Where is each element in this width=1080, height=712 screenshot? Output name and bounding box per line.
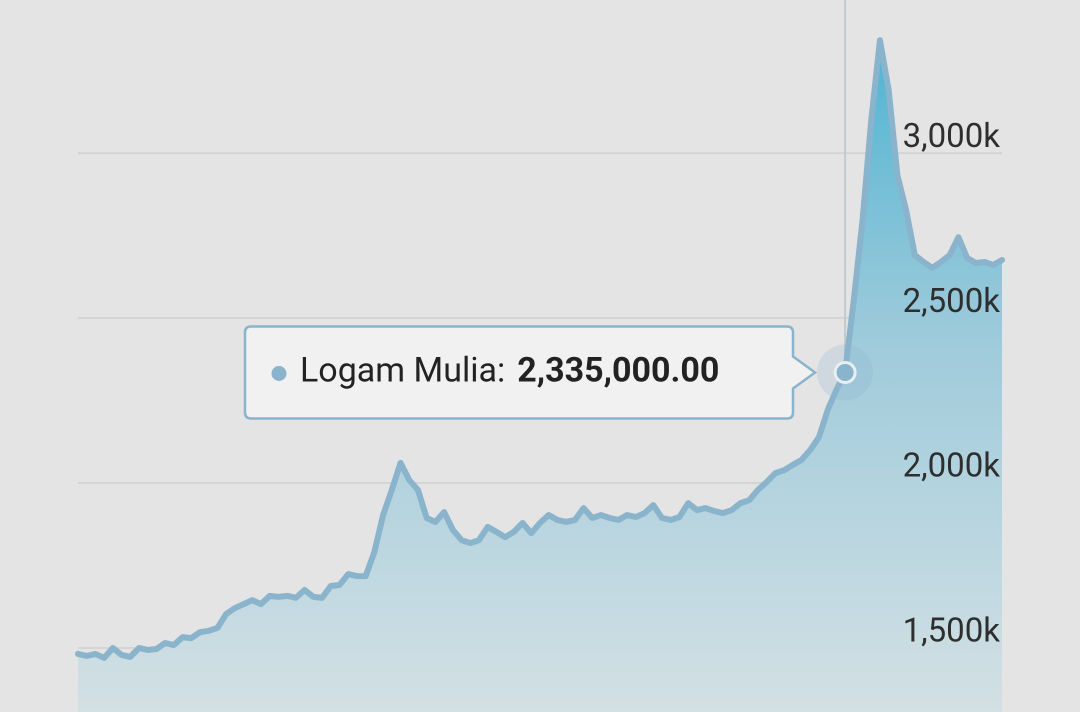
hover-point — [833, 360, 857, 384]
tooltip-value: 2,335,000.00 — [517, 350, 719, 390]
line — [75, 37, 1005, 661]
y-tick-label: 2,000k — [903, 447, 1001, 486]
y-tick-label: 1,500k — [903, 612, 1001, 651]
tooltip-label: Logam Mulia: — [300, 350, 505, 390]
y-tick-label: 2,500k — [903, 282, 1001, 321]
y-tick-label: 3,000k — [903, 117, 1001, 156]
tooltip-box — [243, 325, 818, 420]
tooltip-text: Logam Mulia: 2,335,000.00 — [300, 350, 719, 390]
area — [78, 40, 1002, 712]
tooltip-marker — [271, 365, 287, 381]
